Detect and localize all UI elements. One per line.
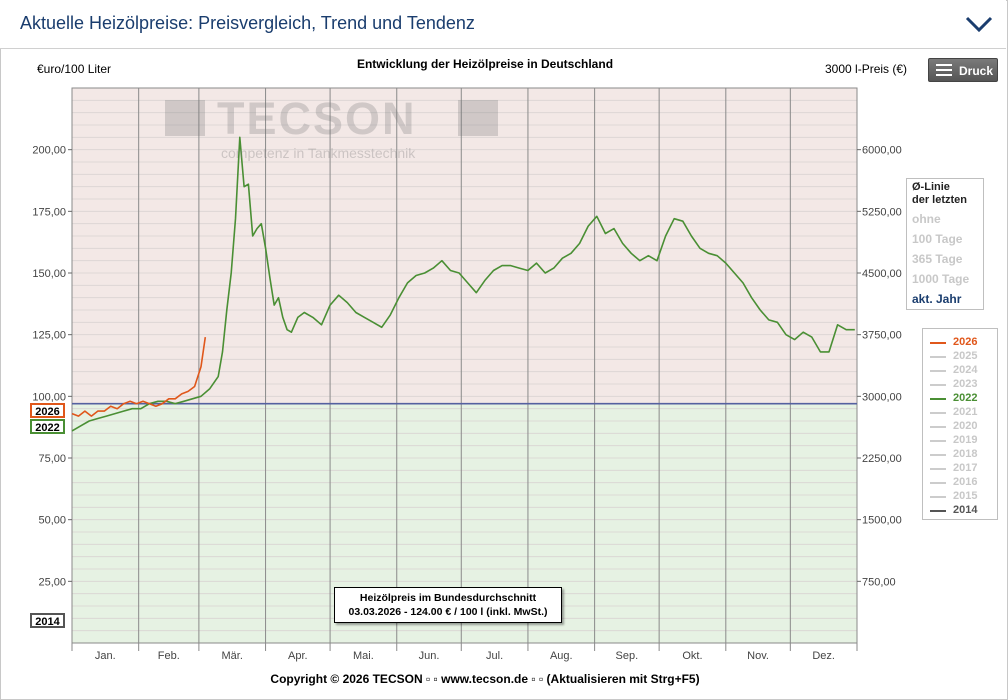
year-tag-2014: 2014 (30, 613, 65, 628)
legend-swatch (930, 426, 946, 428)
legend-swatch (930, 496, 946, 498)
widget-header: Aktuelle Heizölpreise: Preisvergleich, T… (0, 0, 1006, 49)
legend-swatch (930, 454, 946, 456)
legend-swatch (930, 356, 946, 358)
x-tick-label: Mär. (222, 650, 243, 662)
info-line-1: Heizölpreis im Bundesdurchschnitt (359, 592, 537, 604)
series-line-2026 (71, 336, 207, 417)
y-tick-label-left: 100,00 (32, 391, 66, 403)
legend-swatch (930, 468, 946, 470)
avg-panel-title-2: der letzten (912, 194, 968, 206)
y-tick-label-right: 4500,00 (862, 268, 902, 280)
y-tick-label-left: 200,00 (32, 145, 66, 157)
legend-item-2024[interactable]: 2024 (929, 364, 993, 378)
y-tick-label-right: 3000,00 (862, 391, 902, 403)
y-tick-label-right: 5250,00 (862, 206, 902, 218)
print-button-label: Druck (959, 64, 994, 78)
legend-item-2022[interactable]: 2022 (929, 392, 993, 406)
y-tick-label-right: 750,00 (862, 576, 896, 588)
legend-label: 2026 (953, 336, 978, 348)
avg-panel-title-1: Ø-Linie (912, 181, 950, 193)
x-tick-label: Nov. (747, 650, 769, 662)
menu-icon (936, 64, 952, 77)
legend-label: 2022 (953, 392, 978, 404)
legend-swatch (930, 440, 946, 442)
legend-swatch (930, 384, 946, 386)
print-button[interactable]: Druck (928, 58, 998, 82)
avg-option-1000[interactable]: 1000 Tage (912, 272, 970, 286)
legend-item-2023[interactable]: 2023 (929, 378, 993, 392)
average-line-panel: Ø-Linie der letzten ohne 100 Tage 365 Ta… (906, 178, 984, 310)
legend-label: 2023 (953, 378, 978, 390)
y-tick-label-left: 175,00 (32, 206, 66, 218)
legend-label: 2014 (953, 504, 978, 516)
x-tick-label: Feb. (158, 650, 180, 662)
legend-item-2016[interactable]: 2016 (929, 476, 993, 490)
y-tick-label-right: 6000,00 (862, 145, 902, 157)
chart-title: Entwicklung der Heizölpreise in Deutschl… (356, 57, 614, 71)
legend-item-2019[interactable]: 2019 (929, 434, 993, 448)
avg-option-365[interactable]: 365 Tage (912, 252, 963, 266)
legend-item-2018[interactable]: 2018 (929, 448, 993, 462)
legend-item-2025[interactable]: 2025 (929, 350, 993, 364)
y-tick-label-right: 2250,00 (862, 453, 902, 465)
legend-swatch (930, 370, 946, 372)
x-tick-label: Jul. (486, 650, 503, 662)
legend-label: 2019 (953, 434, 978, 446)
year-tag-2022: 2022 (30, 419, 65, 434)
x-tick-label: Okt. (682, 650, 702, 662)
legend-item-2026[interactable]: 2026 (929, 336, 993, 350)
legend-label: 2024 (953, 364, 978, 376)
x-tick-label: Dez. (812, 650, 835, 662)
y-tick-label-right: 1500,00 (862, 515, 902, 527)
x-tick-label: Jun. (419, 650, 440, 662)
legend-item-2020[interactable]: 2020 (929, 420, 993, 434)
legend-label: 2025 (953, 350, 978, 362)
chevron-down-icon[interactable] (964, 12, 994, 36)
y-axis-label-left: €uro/100 Liter (37, 62, 112, 76)
x-tick-label: Jan. (95, 650, 116, 662)
legend-swatch (930, 510, 946, 512)
copyright-footer: Copyright © 2026 TECSON ▫ ▫ www.tecson.d… (270, 672, 700, 686)
legend-label: 2020 (953, 420, 978, 432)
legend-swatch (930, 412, 946, 414)
year-tag-2026: 2026 (30, 403, 65, 418)
year-legend: 2026 2025 2024 2023 2022 2021 2020 2019 2018 2017… (922, 328, 998, 520)
y-axis-label-right: 3000 l-Preis (€) (825, 62, 908, 76)
legend-item-2014[interactable]: 2014 (929, 504, 993, 518)
avg-option-ohne[interactable]: ohne (912, 212, 941, 226)
legend-label: 2015 (953, 490, 978, 502)
avg-option-100[interactable]: 100 Tage (912, 232, 963, 246)
series-line-2022 (71, 136, 855, 432)
x-tick-label: Aug. (550, 650, 573, 662)
legend-item-2015[interactable]: 2015 (929, 490, 993, 504)
y-tick-label-left: 50,00 (38, 515, 66, 527)
legend-item-2021[interactable]: 2021 (929, 406, 993, 420)
legend-label: 2017 (953, 462, 978, 474)
x-tick-label: Sep. (616, 650, 639, 662)
y-tick-label-right: 3750,00 (862, 330, 902, 342)
price-info-box: Heizölpreis im Bundesdurchschnitt 03.03.… (334, 587, 562, 623)
avg-option-current-year[interactable]: akt. Jahr (912, 292, 962, 306)
legend-label: 2018 (953, 448, 978, 460)
plot-border (71, 87, 858, 644)
x-tick-label: Apr. (288, 650, 308, 662)
legend-label: 2016 (953, 476, 978, 488)
upper-band (72, 88, 857, 404)
legend-swatch (930, 482, 946, 484)
legend-item-2017[interactable]: 2017 (929, 462, 993, 476)
x-tick-label: Mai. (353, 650, 374, 662)
info-line-2: 03.03.2026 - 124.00 € / 100 l (inkl. MwS… (348, 606, 548, 618)
y-tick-label-left: 25,00 (38, 576, 66, 588)
y-tick-label-left: 125,00 (32, 330, 66, 342)
y-tick-label-left: 150,00 (32, 268, 66, 280)
y-tick-label-left: 75,00 (38, 453, 66, 465)
page-title: Aktuelle Heizölpreise: Preisvergleich, T… (20, 13, 475, 33)
legend-swatch (930, 342, 946, 344)
legend-label: 2021 (953, 406, 978, 418)
legend-swatch (930, 398, 946, 400)
